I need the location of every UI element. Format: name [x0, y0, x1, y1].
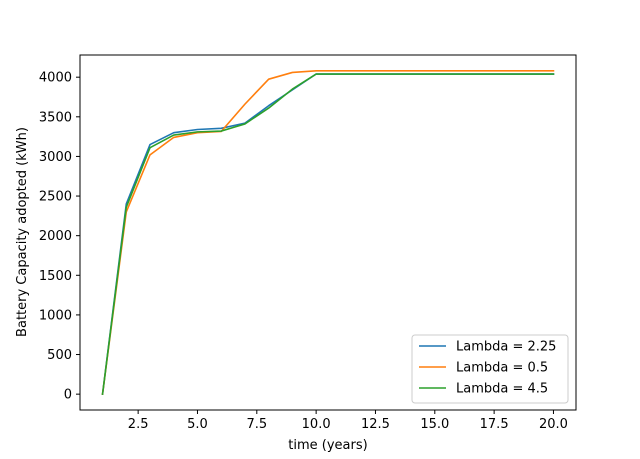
series-layer [101, 70, 555, 396]
legend-entries: Lambda = 2.25 Lambda = 0.5 Lambda = 4.5 [419, 340, 556, 397]
legend: Lambda = 2.25 Lambda = 0.5 Lambda = 4.5 [411, 334, 569, 404]
legend-label: Lambda = 4.5 [456, 382, 548, 397]
y-tick-label: 500 [47, 348, 72, 363]
x-tick-label: 2.5 [128, 417, 149, 432]
y-tick-label: 1000 [39, 308, 72, 323]
y-tick-label: 0 [64, 388, 72, 403]
x-axis-label: time (years) [288, 438, 367, 453]
legend-label: Lambda = 0.5 [456, 361, 548, 376]
y-tick-label: 3000 [39, 150, 72, 165]
legend-box [411, 334, 569, 404]
x-tick-label: 5.0 [187, 417, 208, 432]
x-tick-label: 12.5 [361, 417, 390, 432]
y-axis-ticks: 0 500 1000 1500 2000 2500 3000 3500 4000 [39, 71, 80, 403]
series-line-2 [101, 70, 555, 396]
plot-frame [79, 54, 577, 411]
x-axis-ticks: 2.5 5.0 7.5 10.0 12.5 15.0 17.5 20.0 [128, 410, 568, 432]
y-axis-label: Battery Capacity adopted (kWh) [15, 127, 30, 337]
x-tick-label: 7.5 [246, 417, 267, 432]
y-tick-label: 2500 [39, 190, 72, 205]
series-line-3 [101, 73, 555, 396]
y-tick-label: 3500 [39, 110, 72, 125]
y-tick-label: 4000 [39, 71, 72, 86]
x-tick-label: 20.0 [539, 417, 568, 432]
y-tick-label: 2000 [39, 229, 72, 244]
x-tick-label: 10.0 [302, 417, 331, 432]
x-tick-label: 15.0 [420, 417, 449, 432]
y-tick-label: 1500 [39, 269, 72, 284]
x-tick-label: 17.5 [480, 417, 509, 432]
legend-label: Lambda = 2.25 [456, 340, 556, 355]
